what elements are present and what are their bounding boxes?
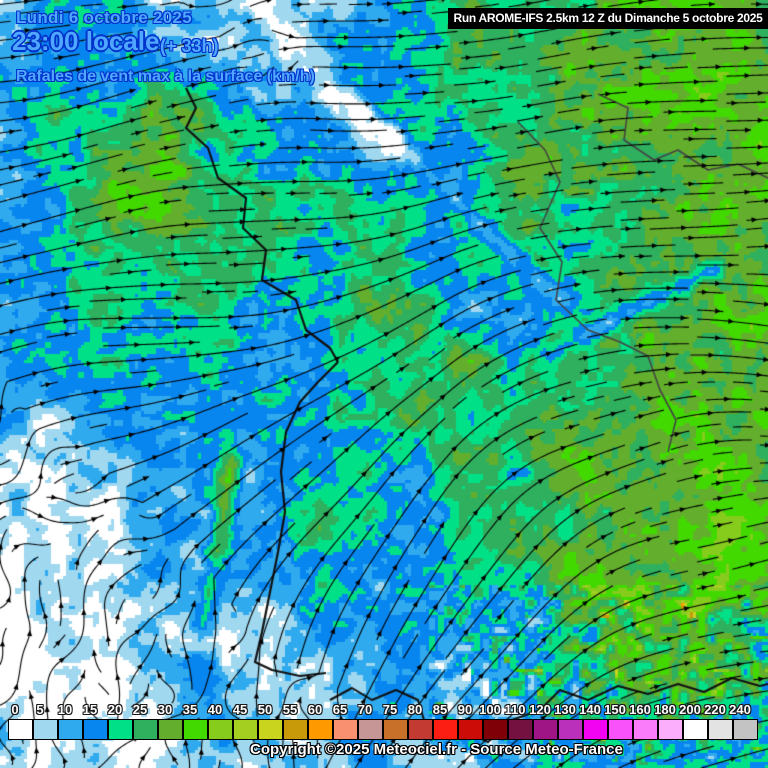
scale-label: 25 <box>132 702 148 717</box>
scale-cell <box>258 719 283 740</box>
forecast-time: 23:00 locale <box>12 26 160 56</box>
scale-cell <box>83 719 108 740</box>
scale-cell <box>58 719 83 740</box>
scale-label: 200 <box>679 702 701 717</box>
scale-label: 20 <box>107 702 123 717</box>
scale-cell <box>683 719 708 740</box>
scale-label: 15 <box>82 702 98 717</box>
scale-cell <box>633 719 658 740</box>
scale-label: 50 <box>257 702 273 717</box>
scale-cell <box>483 719 508 740</box>
scale-label: 70 <box>357 702 373 717</box>
scale-label: 150 <box>604 702 626 717</box>
scale-cell <box>733 719 758 740</box>
forecast-hour-offset: (+ 33h) <box>160 36 219 56</box>
scale-label: 55 <box>282 702 298 717</box>
scale-label: 85 <box>432 702 448 717</box>
scale-cell <box>408 719 433 740</box>
scale-cell <box>708 719 733 740</box>
scale-cell <box>558 719 583 740</box>
scale-label: 10 <box>57 702 73 717</box>
scale-label: 110 <box>504 702 526 717</box>
scale-cell <box>583 719 608 740</box>
scale-cell <box>433 719 458 740</box>
scale-label: 220 <box>704 702 726 717</box>
scale-cell <box>183 719 208 740</box>
scale-label: 0 <box>11 702 19 717</box>
scale-label: 30 <box>157 702 173 717</box>
scale-label: 90 <box>457 702 473 717</box>
scale-cell <box>158 719 183 740</box>
scale-cell <box>308 719 333 740</box>
scale-label: 160 <box>629 702 651 717</box>
scale-cell <box>133 719 158 740</box>
scale-label: 180 <box>654 702 676 717</box>
map-parameter-title: Rafales de vent max à la surface (km/h) <box>16 68 315 85</box>
scale-cell <box>283 719 308 740</box>
scale-label: 80 <box>407 702 423 717</box>
forecast-date: Lundi 6 octobre 2025 <box>16 8 193 27</box>
scale-label: 45 <box>232 702 248 717</box>
scale-cell <box>533 719 558 740</box>
scale-label: 65 <box>332 702 348 717</box>
scale-cell <box>8 719 33 740</box>
scale-label: 60 <box>307 702 323 717</box>
scale-label: 40 <box>207 702 223 717</box>
color-scale-bar <box>8 719 758 740</box>
scale-label: 240 <box>729 702 751 717</box>
scale-cell <box>333 719 358 740</box>
model-run-banner: Run AROME-IFS 2.5km 12 Z du Dimanche 5 o… <box>448 8 768 29</box>
scale-cell <box>608 719 633 740</box>
scale-cell <box>108 719 133 740</box>
scale-cell <box>33 719 58 740</box>
color-scale-labels: 0 5 10 15 20 25 30 35 40 45 50 55 60 65 70 75 80 85 90 100 1… <box>0 702 768 718</box>
scale-label: 100 <box>479 702 501 717</box>
scale-label: 5 <box>36 702 44 717</box>
scale-label: 120 <box>529 702 551 717</box>
scale-cell <box>233 719 258 740</box>
scale-label: 75 <box>382 702 398 717</box>
scale-cell <box>508 719 533 740</box>
scale-cell <box>458 719 483 740</box>
copyright-notice: Copyright ©2025 Meteociel.fr - Source Me… <box>250 741 623 758</box>
scale-label: 130 <box>554 702 576 717</box>
scale-label: 140 <box>579 702 601 717</box>
scale-cell <box>383 719 408 740</box>
scale-cell <box>208 719 233 740</box>
scale-cell <box>358 719 383 740</box>
scale-cell <box>658 719 683 740</box>
scale-label: 35 <box>182 702 198 717</box>
